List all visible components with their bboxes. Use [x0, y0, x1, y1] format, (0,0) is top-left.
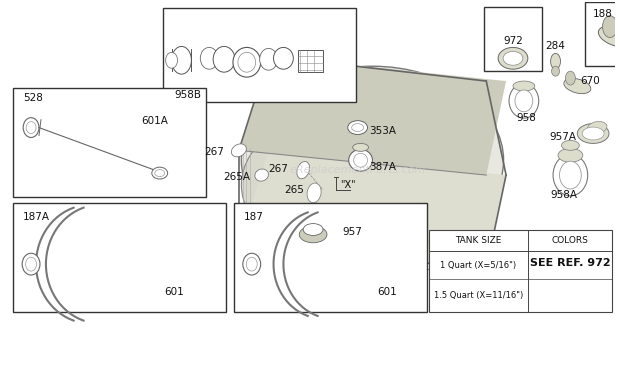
Bar [234, 203, 427, 312]
Ellipse shape [285, 233, 341, 266]
Ellipse shape [255, 169, 268, 181]
Bar [13, 88, 206, 197]
Text: TANK SIZE: TANK SIZE [455, 236, 502, 245]
Text: 387A: 387A [369, 162, 396, 172]
Bar [585, 2, 620, 66]
Bar [13, 203, 226, 312]
Ellipse shape [565, 71, 575, 85]
Ellipse shape [260, 49, 278, 70]
Ellipse shape [241, 106, 484, 264]
Text: 528: 528 [23, 93, 43, 103]
Ellipse shape [562, 141, 579, 150]
Ellipse shape [498, 47, 528, 69]
Ellipse shape [22, 253, 40, 275]
Text: 353A: 353A [369, 126, 396, 135]
Ellipse shape [582, 127, 604, 140]
Ellipse shape [266, 116, 469, 244]
Ellipse shape [348, 121, 368, 135]
Ellipse shape [552, 66, 559, 76]
Ellipse shape [200, 47, 218, 69]
Ellipse shape [152, 167, 167, 179]
Ellipse shape [577, 124, 609, 143]
Ellipse shape [291, 224, 335, 239]
Ellipse shape [303, 224, 323, 235]
Text: 601: 601 [165, 287, 184, 297]
Text: 958: 958 [516, 113, 536, 123]
Ellipse shape [241, 66, 503, 254]
Polygon shape [239, 56, 506, 175]
Bar [484, 7, 542, 71]
Text: 267: 267 [268, 164, 288, 174]
Ellipse shape [233, 47, 260, 77]
Text: SEE REF. 972: SEE REF. 972 [529, 258, 610, 268]
Text: 187: 187 [244, 212, 264, 222]
Text: "X": "X" [340, 180, 355, 190]
Text: 972: 972 [503, 36, 523, 46]
Text: 187A: 187A [23, 212, 50, 222]
Bar [162, 8, 356, 102]
Ellipse shape [558, 148, 583, 162]
Text: 265A: 265A [223, 172, 250, 182]
Text: 188: 188 [593, 9, 613, 19]
Ellipse shape [353, 143, 368, 151]
Text: 957: 957 [343, 227, 363, 238]
Text: eReplacementParts.com: eReplacementParts.com [290, 165, 426, 175]
Bar [298, 50, 323, 72]
Ellipse shape [587, 122, 607, 134]
Ellipse shape [307, 183, 321, 203]
Ellipse shape [348, 149, 373, 171]
Ellipse shape [297, 162, 309, 179]
Text: 957A: 957A [549, 132, 576, 142]
Ellipse shape [353, 153, 368, 167]
Text: 601A: 601A [141, 116, 168, 126]
Ellipse shape [509, 84, 539, 118]
Ellipse shape [553, 154, 588, 196]
Ellipse shape [551, 53, 560, 69]
Ellipse shape [352, 124, 363, 131]
Ellipse shape [295, 229, 331, 250]
Text: 1.5 Quart (X=11/16"): 1.5 Quart (X=11/16") [433, 291, 523, 300]
Ellipse shape [231, 144, 246, 157]
Ellipse shape [564, 78, 591, 93]
Ellipse shape [273, 47, 293, 69]
Polygon shape [239, 150, 506, 269]
Ellipse shape [299, 226, 327, 243]
Text: 670: 670 [580, 76, 600, 86]
Ellipse shape [172, 46, 192, 74]
Text: 265: 265 [285, 185, 304, 195]
Text: 958A: 958A [550, 190, 577, 200]
Ellipse shape [246, 257, 257, 271]
Text: 958B: 958B [175, 90, 202, 100]
Ellipse shape [603, 16, 618, 38]
Text: 1 Quart (X=5/16"): 1 Quart (X=5/16") [440, 261, 516, 270]
Ellipse shape [26, 122, 36, 134]
Ellipse shape [503, 51, 523, 65]
Ellipse shape [23, 118, 39, 138]
Bar [429, 230, 612, 312]
Ellipse shape [213, 46, 235, 72]
Text: COLORS: COLORS [551, 236, 588, 245]
Text: 284: 284 [546, 42, 565, 51]
Ellipse shape [155, 170, 165, 177]
Ellipse shape [559, 161, 582, 189]
Ellipse shape [25, 257, 37, 271]
Ellipse shape [513, 81, 535, 91]
Text: 601: 601 [378, 287, 397, 297]
Ellipse shape [598, 26, 620, 47]
Ellipse shape [515, 90, 533, 112]
Ellipse shape [243, 253, 260, 275]
Ellipse shape [238, 52, 255, 72]
Ellipse shape [166, 52, 177, 68]
Ellipse shape [291, 231, 335, 257]
Text: 267: 267 [204, 147, 224, 157]
